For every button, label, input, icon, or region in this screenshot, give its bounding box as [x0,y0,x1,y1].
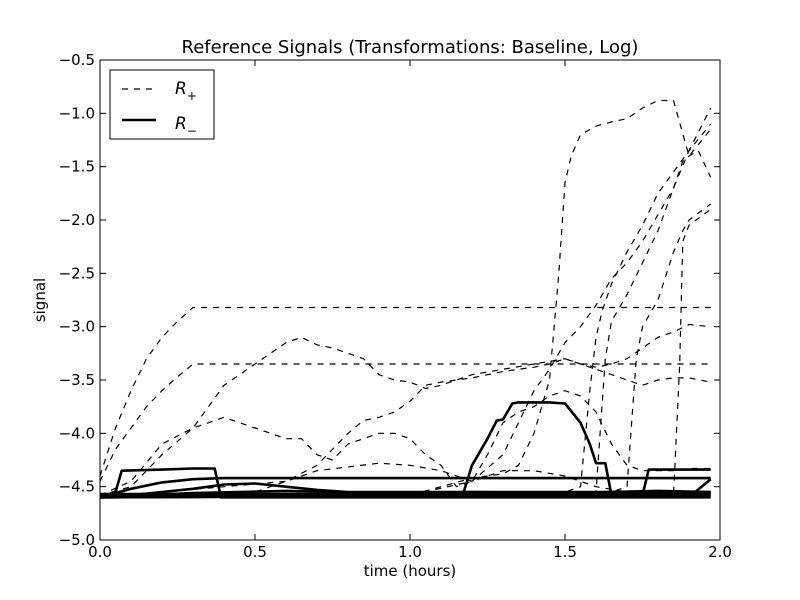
series-line-r-plus [100,99,712,498]
y-tick-label: −1.5 [59,158,95,176]
y-tick-label: −2.0 [59,211,95,229]
series-layer [100,99,712,499]
x-axis-label: time (hours) [364,562,457,580]
x-tick-label: 0.5 [243,543,267,561]
x-tick-label: 1.0 [398,543,422,561]
legend: R+ R− [109,69,215,140]
x-tick-label: 0.0 [88,543,112,561]
y-axis: −5.0 −4.5 −4.0 −3.5 −3.0 −2.5 −2.0 −1.5 −1.0 −0.5 [59,51,720,549]
y-tick-label: −5.0 [59,531,95,549]
x-tick-label: 1.5 [553,543,577,561]
series-line-r-plus [100,462,643,498]
series-line-r-plus [100,306,711,477]
y-tick-label: −3.0 [59,318,95,336]
y-axis-label: signal [31,278,49,322]
series-line-r-minus [100,401,711,499]
legend-box [109,69,215,140]
chart-title: Reference Signals (Transformations: Base… [182,37,639,58]
y-tick-label: −0.5 [59,51,95,69]
series-line-r-plus [100,203,712,498]
series-line-r-plus [100,150,712,498]
x-tick-label: 2.0 [708,543,732,561]
series-line-r-plus [100,123,712,498]
y-tick-label: −1.0 [59,104,95,122]
series-line-r-plus [100,107,712,498]
series-line-r-minus [100,489,711,499]
series-line-r-minus [100,476,711,499]
legend-entry-r-minus: R− [175,114,197,138]
y-tick-label: −4.5 [59,478,95,496]
series-line-r-plus [100,336,711,496]
y-tick-label: −4.0 [59,424,95,442]
series-line-r-plus [100,390,711,496]
series-line-r-plus [100,323,711,498]
series-line-r-plus [100,363,711,482]
y-tick-label: −3.5 [59,371,95,389]
legend-entry-r-plus: R+ [175,79,197,103]
x-axis: 0.0 0.5 1.0 1.5 2.0 [88,60,732,561]
y-tick-label: −2.5 [59,264,95,282]
